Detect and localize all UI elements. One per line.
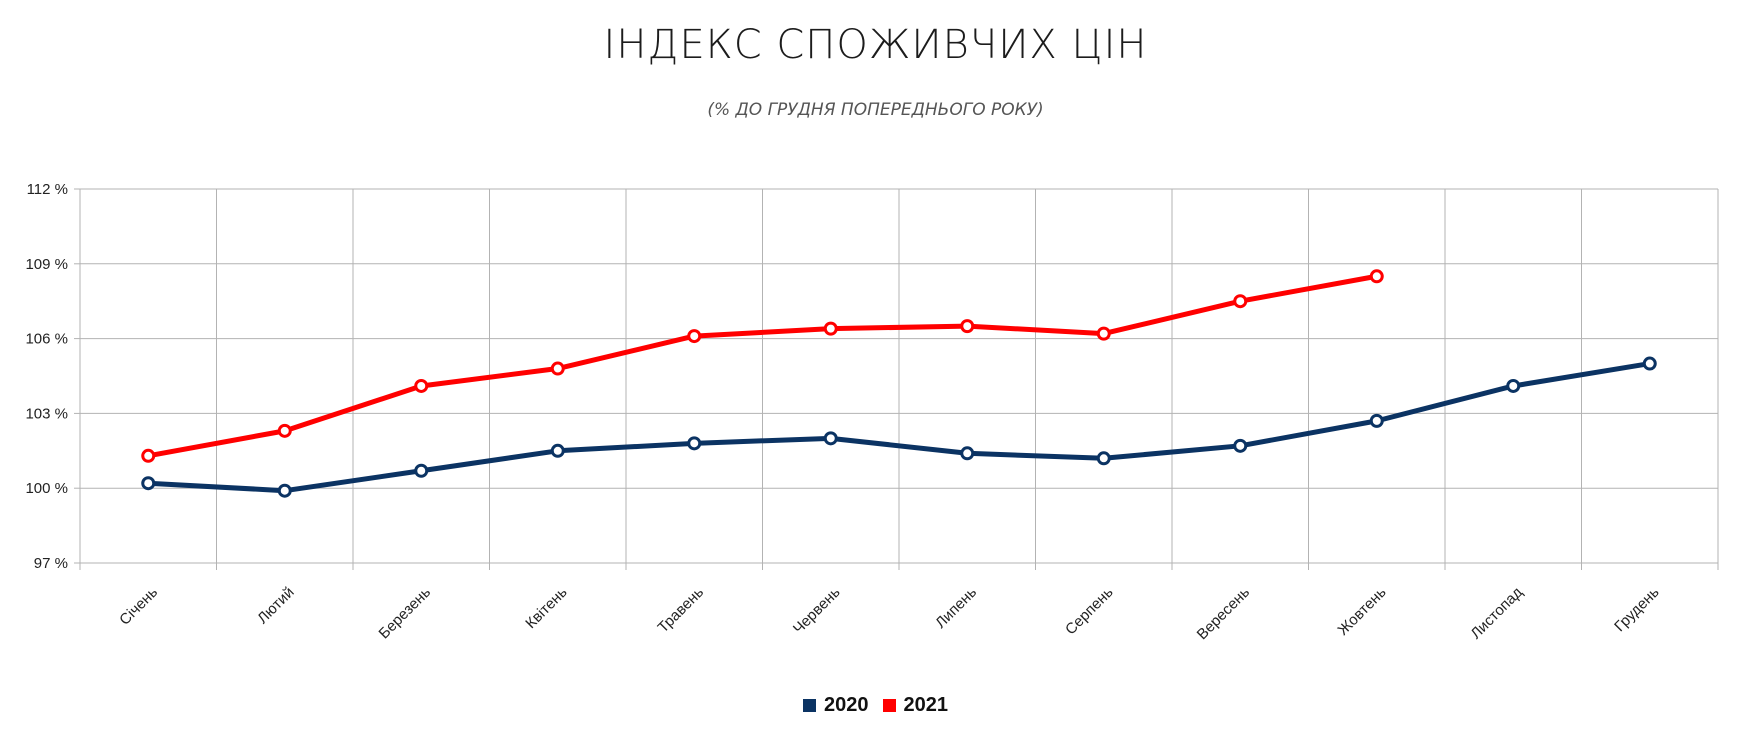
y-tick-label: 112 % [27,181,68,198]
legend-swatch-2021 [882,699,896,712]
x-tick-label: Жовтень [1335,584,1390,639]
data-point-2021 [823,321,838,336]
data-point-2020 [550,443,565,458]
legend-label-2020: 2020 [824,694,869,716]
data-point-2020 [960,446,975,461]
y-tick-label: 97 % [34,555,68,572]
x-tick-label: Березень [376,584,435,643]
data-point-2020 [823,431,838,446]
y-tick-label: 100 % [25,480,68,497]
legend-item-2021[interactable]: 2021 [882,694,949,717]
x-tick-label: Липень [932,584,980,632]
x-tick-label: Серпень [1062,584,1117,639]
y-tick-label: 109 % [25,256,68,273]
data-point-2020 [141,476,156,491]
chart-title: ІНДЕКС СПОЖИВЧИХ ЦІН [603,22,1148,68]
x-tick-label: Травень [655,584,708,637]
data-point-2021 [1369,269,1384,284]
data-point-2020 [414,463,429,478]
data-point-2020 [1642,356,1657,371]
data-point-2021 [1233,294,1248,309]
x-tick-label: Січень [116,584,161,629]
data-point-2020 [277,483,292,498]
data-point-2021 [960,319,975,334]
data-point-2021 [141,448,156,463]
series-line-2021 [145,273,1380,459]
x-tick-label: Квітень [522,584,570,632]
data-point-2020 [687,436,702,451]
data-point-2021 [414,378,429,393]
data-point-2021 [687,329,702,344]
data-point-2020 [1233,438,1248,453]
y-tick-label: 103 % [25,405,68,422]
x-tick-label: Вересень [1194,584,1254,644]
line-chart: 97 % 100 % 103 % 106 % 109 % 112 % Січень Лютий… [25,181,1719,644]
data-point-2021 [1096,326,1111,341]
data-point-2021 [550,361,565,376]
legend-label-2021: 2021 [903,694,949,716]
series-line-2020 [145,361,1653,494]
data-point-2020 [1096,451,1111,466]
x-tick-label: Червень [790,584,844,638]
x-tick-label: Грудень [1611,584,1663,636]
chart-subtitle: (% ДО ГРУДНЯ ПОПЕРЕДНЬОГО РОКУ) [707,100,1044,120]
y-tick-label: 106 % [25,331,68,348]
x-tick-label: Листопад [1467,584,1526,643]
legend-item-2020[interactable]: 2020 [803,694,869,717]
x-tick-label: Лютий [254,584,297,627]
legend-swatch-2020 [803,699,816,712]
data-point-2020 [1369,413,1384,428]
data-point-2021 [277,423,292,438]
data-point-2020 [1506,378,1521,393]
chart-legend: 2020 2021 [0,694,1751,717]
